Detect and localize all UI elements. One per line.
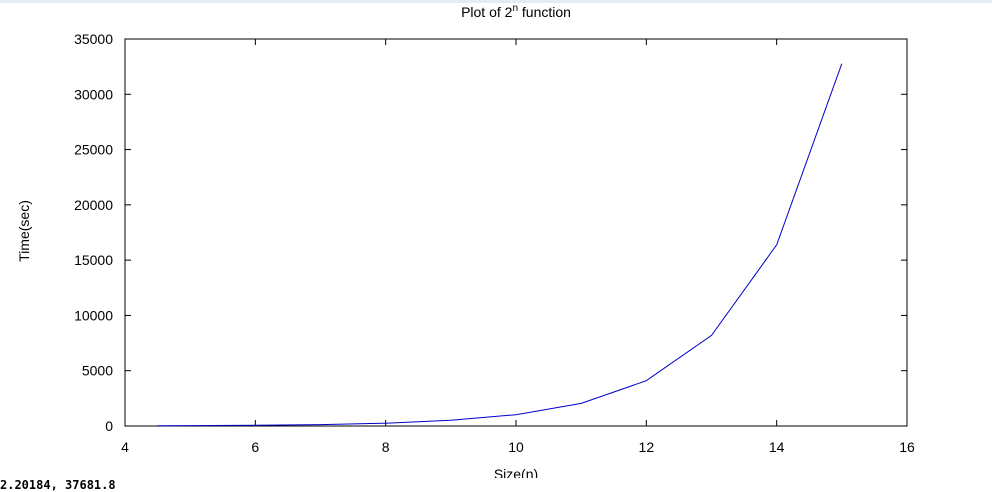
x-tick-label: 8 [382,439,390,455]
x-axis-label: Size(n) [494,466,538,478]
x-axis: 4 6 8 10 12 14 16 [121,39,915,455]
x-tick-label: 6 [251,439,259,455]
x-tick-label: 16 [899,439,915,455]
y-tick-label: 5000 [82,363,113,379]
y-tick-label: 20000 [74,197,113,213]
y-tick-label: 35000 [74,31,113,47]
y-tick-label: 30000 [74,86,113,102]
chart-title-superscript: n [512,3,518,14]
y-tick-label: 10000 [74,307,113,323]
y-axis: 0 5000 10000 15000 20000 25000 30000 35000 [74,31,907,434]
series-line [157,63,843,427]
chart-title: Plot of 2n function [461,3,571,20]
x-tick-label: 12 [639,439,655,455]
chart-title-main: Plot of 2 [461,4,513,20]
y-tick-label: 0 [105,418,113,434]
line-chart: Plot of 2n function 0 5000 10000 15000 20000… [16,3,915,482]
x-tick-label: 4 [121,439,129,455]
x-tick-label: 14 [769,439,785,455]
plot-area-border [124,38,908,427]
y-tick-label: 15000 [74,252,113,268]
cursor-coordinates-readout: 2.20184, 37681.8 [0,478,116,492]
window-top-edge [0,0,992,3]
x-tick-label: 10 [508,439,524,455]
chart-title-suffix: function [518,4,571,20]
y-tick-label: 25000 [74,142,113,158]
y-axis-label: Time(sec) [16,200,32,262]
series-group [157,63,843,427]
